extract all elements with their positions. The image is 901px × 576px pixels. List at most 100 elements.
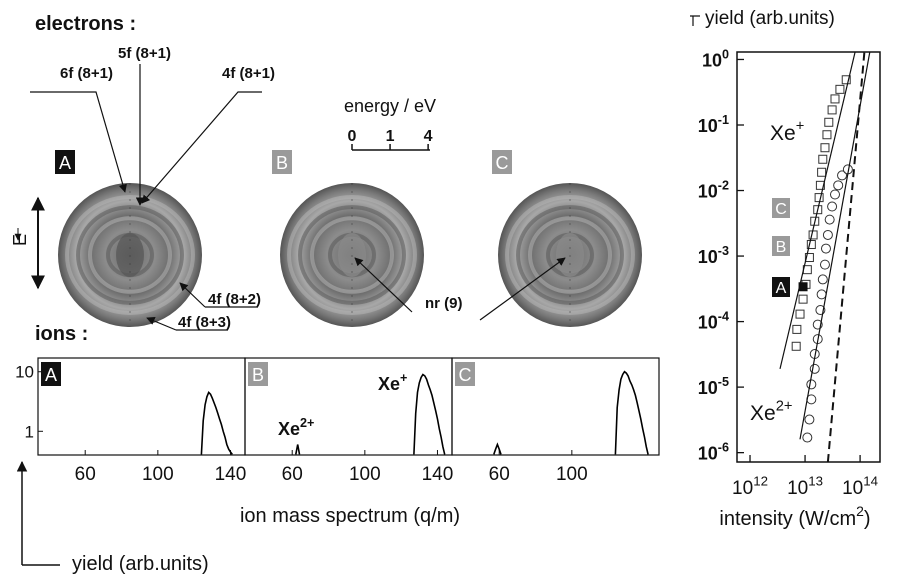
x-tick-label-base: 10 bbox=[732, 478, 753, 499]
panel-label: A bbox=[45, 365, 57, 385]
plot-marks bbox=[780, 52, 870, 462]
data-point bbox=[825, 215, 834, 224]
figure: electrons : ions : energy / eV ion mass … bbox=[0, 0, 901, 576]
y-tick-label-sup: -1 bbox=[718, 113, 729, 127]
data-point bbox=[803, 433, 812, 442]
peak-label: 4f (8+1) bbox=[222, 65, 275, 82]
data-point bbox=[821, 244, 830, 253]
data-point bbox=[828, 202, 837, 211]
data-point bbox=[823, 131, 831, 139]
title-arrow-glyph bbox=[690, 16, 700, 26]
data-point bbox=[818, 168, 826, 176]
ion-annotation-base: Xe bbox=[770, 122, 796, 145]
x-axis-title: intensity (W/cm2) bbox=[719, 503, 870, 530]
y-tick-label-sup: -3 bbox=[718, 244, 729, 258]
data-point bbox=[819, 155, 827, 163]
x-tick-label: 60 bbox=[75, 464, 96, 485]
marker-label: C bbox=[775, 201, 787, 218]
marker-label: A bbox=[776, 280, 787, 297]
x-tick-label: 60 bbox=[489, 464, 510, 485]
x-tick-label: 100 bbox=[142, 464, 174, 485]
data-point bbox=[799, 295, 807, 303]
y-tick-label-base: 10 bbox=[698, 182, 718, 202]
ion-annotation-base: Xe bbox=[378, 374, 400, 394]
energy-tick-label: 0 bbox=[348, 128, 357, 145]
y-tick-label-base: 10 bbox=[702, 50, 722, 70]
data-point bbox=[793, 325, 801, 333]
x-tick-label-sup: 13 bbox=[808, 473, 823, 488]
spectrum-line bbox=[414, 375, 445, 455]
peak-label: 4f (8+3) bbox=[178, 314, 231, 331]
y-tick-label-sup: -4 bbox=[718, 309, 729, 323]
x-tick-label: 140 bbox=[422, 464, 454, 485]
data-point bbox=[818, 275, 827, 284]
y-tick-label: 10 bbox=[15, 363, 34, 382]
y-tick-label: 1 bbox=[25, 422, 34, 441]
panel-label: C bbox=[459, 365, 472, 385]
page: {"figure": { "electrons_label": "electro… bbox=[0, 0, 901, 576]
y-tick-label: 100 bbox=[702, 47, 729, 70]
ion-annotation: Xe2+ bbox=[278, 416, 314, 439]
spectrum-line bbox=[615, 372, 648, 455]
leader-line bbox=[142, 92, 262, 203]
x-axis-title-tail: ) bbox=[864, 508, 871, 530]
data-point bbox=[828, 106, 836, 114]
x-tick-label: 140 bbox=[215, 464, 247, 485]
y-axis-title: yield (arb.units) bbox=[705, 8, 835, 29]
data-point bbox=[792, 342, 800, 350]
x-tick-label: 1012 bbox=[732, 473, 768, 499]
spectrum-line bbox=[494, 445, 501, 455]
energy-axis-title: energy / eV bbox=[344, 96, 436, 116]
ions-label: ions : bbox=[35, 323, 88, 345]
x-tick-label-base: 10 bbox=[787, 478, 808, 499]
y-tick-label-base: 10 bbox=[698, 378, 718, 398]
data-point bbox=[820, 260, 829, 269]
marker-label: B bbox=[776, 239, 787, 256]
y-tick-label: 10-1 bbox=[698, 113, 729, 136]
data-point bbox=[825, 118, 833, 126]
panel-label: B bbox=[252, 365, 264, 385]
yield-arrow bbox=[22, 462, 60, 565]
panel-frame bbox=[245, 358, 452, 455]
leader-line bbox=[30, 92, 125, 192]
spectrum-line bbox=[296, 445, 300, 455]
image-label: C bbox=[496, 153, 509, 173]
x-tick-label: 1014 bbox=[842, 473, 878, 499]
data-point bbox=[834, 181, 843, 190]
y-tick-label-sup: -2 bbox=[718, 178, 729, 192]
y-tick-label-sup: -5 bbox=[718, 375, 729, 389]
energy-tick-label: 1 bbox=[386, 128, 395, 145]
ion-y-label: yield (arb.units) bbox=[72, 553, 209, 575]
data-point bbox=[796, 310, 804, 318]
x-tick-label: 1013 bbox=[787, 473, 823, 499]
x-axis-title-base: intensity (W/cm bbox=[719, 508, 856, 530]
x-tick-label: 100 bbox=[349, 464, 381, 485]
y-tick-label-sup: -6 bbox=[718, 441, 729, 455]
spectrum-line bbox=[201, 392, 232, 454]
x-tick-label: 60 bbox=[282, 464, 303, 485]
peak-label: 6f (8+1) bbox=[60, 65, 113, 82]
panel-frame bbox=[38, 358, 245, 455]
ion-x-label: ion mass spectrum (q/m) bbox=[240, 505, 460, 527]
data-point bbox=[836, 85, 844, 93]
y-tick-label-base: 10 bbox=[698, 444, 718, 464]
ion-annotation-sup: 2+ bbox=[776, 399, 793, 415]
data-point bbox=[807, 380, 816, 389]
ion-annotation-sup: + bbox=[400, 371, 407, 385]
peak-label: nr (9) bbox=[425, 295, 463, 312]
image-label: A bbox=[59, 153, 71, 173]
ion-annotation-sup: + bbox=[796, 119, 805, 135]
ion-annotation-base: Xe bbox=[278, 419, 300, 439]
data-point bbox=[823, 230, 832, 239]
panel-frame bbox=[452, 358, 659, 455]
field-label: E bbox=[10, 234, 30, 246]
data-point bbox=[830, 190, 839, 199]
peak-label: 4f (8+2) bbox=[208, 291, 261, 308]
data-point bbox=[809, 231, 817, 239]
electrons-label: electrons : bbox=[35, 13, 136, 35]
image-label: B bbox=[276, 153, 288, 173]
y-tick-label-base: 10 bbox=[698, 313, 718, 333]
ion-annotation: Xe+ bbox=[770, 119, 804, 145]
ion-annotation-base: Xe bbox=[750, 402, 776, 425]
x-axis-title-sup: 2 bbox=[856, 503, 864, 519]
